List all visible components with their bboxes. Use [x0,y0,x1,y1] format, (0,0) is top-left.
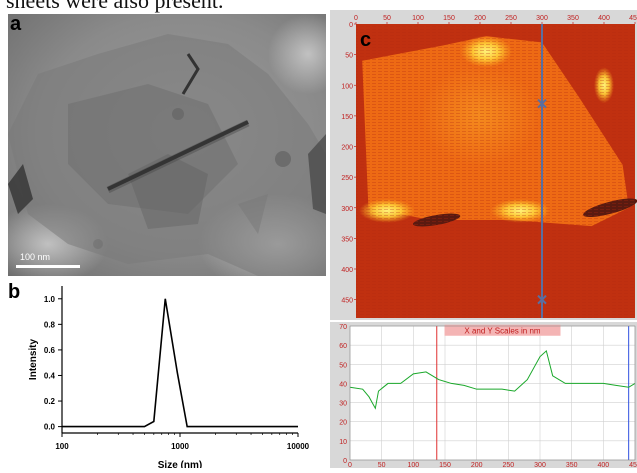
x-tick-label: 100 [412,15,424,22]
cursor-marker [537,294,547,305]
afm-image-panel: 0 50 100 150 200 250 300 350 400 450 0 50 100 150 200 2… [330,10,637,320]
dls-chart-svg: 0.0 0.2 0.4 0.6 0.8 1.0 100 1000 10000 Intensity S… [28,286,310,471]
scan-lines [356,24,635,318]
x-tick-label: 350 [566,462,578,468]
x-tick-label: 50 [378,462,386,468]
x-tick-label: 350 [567,15,579,22]
profile-series-line [349,349,636,410]
y-tick-label: 1.0 [44,295,56,304]
x-tick-label: 1000 [171,442,189,451]
tem-image [8,14,326,276]
x-tick-label: 0 [354,15,358,22]
afm-image-svg: 0 50 100 150 200 250 300 350 400 450 0 50 100 150 200 2… [341,15,637,318]
x-tick-label: 100 [407,462,419,468]
y-tick-label: 50 [345,53,353,60]
y-tick-label: 60 [339,343,347,350]
y-tick-label: 0 [343,458,347,465]
x-tick-label: 200 [474,15,486,22]
x-axis-label: Size (nm) [158,460,202,468]
height-profile-svg: 0 10 20 30 40 50 60 70 0 50 100 150 200 250 300 350 400 4… [339,324,637,469]
y-tick-label: 50 [339,362,347,369]
profile-frame [349,325,636,461]
profile-title-background [444,324,561,336]
tem-image-graphic [8,14,326,276]
x-tick-label: 10000 [287,442,310,451]
y-tick-label: 200 [341,145,353,152]
caption-fragment: sheets were also present. [6,0,224,13]
y-tick-label: 0.8 [44,320,56,329]
y-tick-label: 0.4 [44,371,56,380]
y-tick-label: 250 [341,175,353,182]
x-tick-label: 450 [629,462,637,468]
x-tick-label: 300 [534,462,546,468]
x-tick-label: 150 [439,462,451,468]
y-tick-label: 0.0 [44,423,56,432]
scale-bar [16,265,80,268]
cursor-marker [537,98,547,109]
x-tick-label: 50 [383,15,391,22]
y-tick-label: 30 [339,401,347,408]
y-tick-label: 400 [341,267,353,274]
height-profile-panel: 0 10 20 30 40 50 60 70 0 50 100 150 200 250 300 350 400 4… [330,322,637,469]
dls-chart: 0.0 0.2 0.4 0.6 0.8 1.0 100 1000 10000 Intensity S… [0,278,320,471]
x-tick-label: 400 [598,15,610,22]
y-tick-label: 100 [341,83,353,90]
y-tick-label: 20 [339,420,347,427]
y-tick-label: 10 [339,439,347,446]
x-tick-label: 400 [597,462,609,468]
y-tick-label: 450 [341,298,353,305]
y-tick-label: 0 [349,22,353,29]
x-tick-label: 150 [443,15,455,22]
x-tick-label: 100 [55,442,69,451]
panel-a-letter: a [10,13,22,35]
y-tick-label: 300 [341,206,353,213]
dls-series-line [62,298,298,428]
x-tick-label: 0 [348,462,352,468]
profile-title: X and Y Scales in nm [464,327,541,336]
y-tick-label: 40 [339,381,347,388]
x-tick-label: 300 [536,15,548,22]
x-tick-label: 200 [471,462,483,468]
y-tick-label: 0.6 [44,346,56,355]
x-tick-label: 450 [629,15,637,22]
x-tick-label: 250 [502,462,514,468]
panel-b-letter: b [8,281,21,303]
y-tick-label: 0.2 [44,397,56,406]
y-tick-label: 150 [341,114,353,121]
y-axis-label: Intensity [28,339,39,381]
panel-c-letter: c [360,29,372,51]
profile-plot-area [350,326,635,460]
scale-bar-label: 100 nm [20,252,51,262]
y-tick-label: 350 [341,236,353,243]
x-tick-label: 250 [505,15,517,22]
y-tick-label: 70 [339,324,347,331]
